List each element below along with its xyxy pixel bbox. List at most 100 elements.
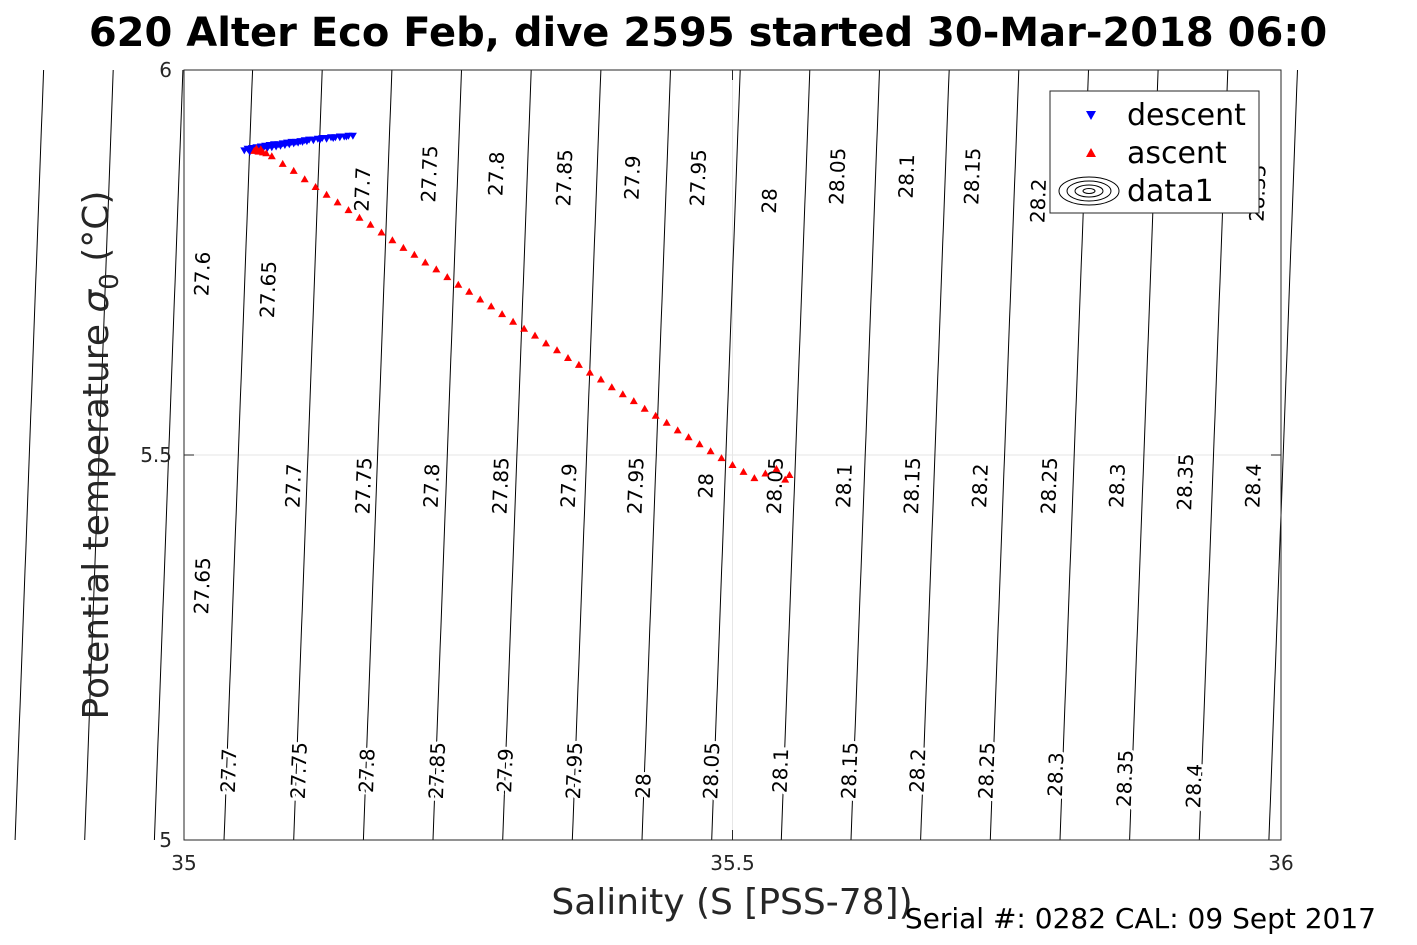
ascent-point [454,280,463,288]
ascent-point [585,368,594,376]
ascent-point [785,471,794,478]
ascent-point [465,287,474,295]
contour-label: 27.7 [216,748,242,793]
descent-point [335,134,344,142]
contour-label: 28 [631,773,656,799]
ascent-point [399,243,408,251]
ascent-point [476,295,485,303]
contour-label: 27.65 [255,260,281,318]
contour-line [571,69,602,841]
contour-label: 28.3 [1104,463,1130,508]
legend-data1-contour-icon [1058,176,1120,206]
y-axis-label-text: Potential temperature [76,313,117,720]
contour-label: 27.95 [623,457,649,515]
contour-label: 28.05 [762,457,788,515]
descent-point [316,136,324,144]
axis-ticks: 35 35.5 36 5 5.5 6 [140,58,1294,875]
ascent-point [651,411,660,419]
descent-point [245,148,254,156]
legend-descent-marker [1086,111,1096,120]
ascent-point [262,149,271,157]
y-axis-label-sigma: σ [76,289,117,313]
ascent-point [355,213,364,221]
contour-line [780,69,811,841]
ascent-point [553,346,561,354]
ascent-point [761,469,770,477]
x-tick-label: 35 [171,851,196,875]
ascent-point [344,206,353,214]
contour-label: 28.25 [1036,457,1062,515]
descent-point [309,137,318,145]
contour-label: 27.9 [619,155,645,200]
legend-ascent-label: ascent [1127,136,1227,171]
contour-label: 27.85 [488,457,514,515]
contour-label: 28.35 [1172,453,1198,511]
ascent-point [520,324,529,332]
legend-descent-label: descent [1127,98,1246,133]
contour-label: 28.25 [974,742,1000,800]
ascent-point [498,310,507,318]
contour-label: 28.4 [1240,463,1266,508]
y-tick-label: 6 [159,58,172,82]
ascent-point [574,360,583,368]
y-axis-label-unit: (°C) [76,191,117,274]
contour-line [84,69,114,841]
contour-label: 28 [693,473,718,499]
contour-label: 28.1 [768,748,794,793]
contour-label: 27.75 [286,742,312,800]
contour-label: 27.65 [189,557,215,615]
ascent-point [421,258,430,266]
contour-label: 28.35 [1112,749,1138,807]
ascent-point [366,220,375,228]
ascent-point [706,447,715,455]
contour-line [14,69,45,841]
ascent-point [300,175,309,183]
contour-line [293,69,323,841]
contour-line [641,69,671,841]
ascent-point [487,302,496,310]
descent-point [302,138,311,146]
ascent-point [673,426,682,434]
contour-line [1268,69,1298,841]
y-axis-label: Potential temperature σ0 (°C) [76,191,125,720]
contour-label: 28.2 [905,748,931,793]
contour-line [850,69,880,841]
y-tick-label: 5 [159,828,172,852]
legend-data1-label: data1 [1127,174,1214,209]
ascent-point [267,152,276,160]
contour-label: 27.95 [685,149,711,207]
ascent-point [542,339,550,347]
y-tick-label: 5.5 [140,443,172,467]
ascent-point [629,397,638,405]
ascent-point [322,190,331,198]
contour-line [502,69,532,841]
ascent-point [289,166,298,174]
contour-label: 27.75 [350,457,376,515]
ascent-point [531,331,539,339]
ascent-point [377,228,386,236]
ascent-point [432,265,441,273]
y-axis-label-subscript: 0 [95,273,125,290]
contour-label: 27.75 [416,145,442,203]
x-tick-label: 35.5 [710,851,755,875]
contour-label: 28.15 [899,457,925,515]
x-tick-label: 36 [1268,851,1293,875]
ascent-point [311,183,320,190]
x-axis-label: Salinity (S [PSS-78]) [551,882,912,923]
ascent-point [509,317,518,325]
descent-point [342,133,351,141]
ascent-point [695,440,704,448]
contour-label: 27.6 [189,251,215,296]
contour-label: 27.9 [492,748,518,793]
ascent-point [618,390,627,398]
serial-cal-footer: Serial #: 0282 CAL: 09 Sept 2017 [905,902,1376,935]
figure-title: 620 Alter Eco Feb, dive 2595 started 30-… [89,10,1327,56]
contour-label: 28.1 [894,154,920,199]
contour-line [989,69,1020,841]
descent-series [240,132,357,156]
contour-label: 27.7 [280,463,306,508]
ascent-point [278,159,287,167]
contour-label: 28.2 [1025,178,1051,223]
contour-line [153,69,184,841]
